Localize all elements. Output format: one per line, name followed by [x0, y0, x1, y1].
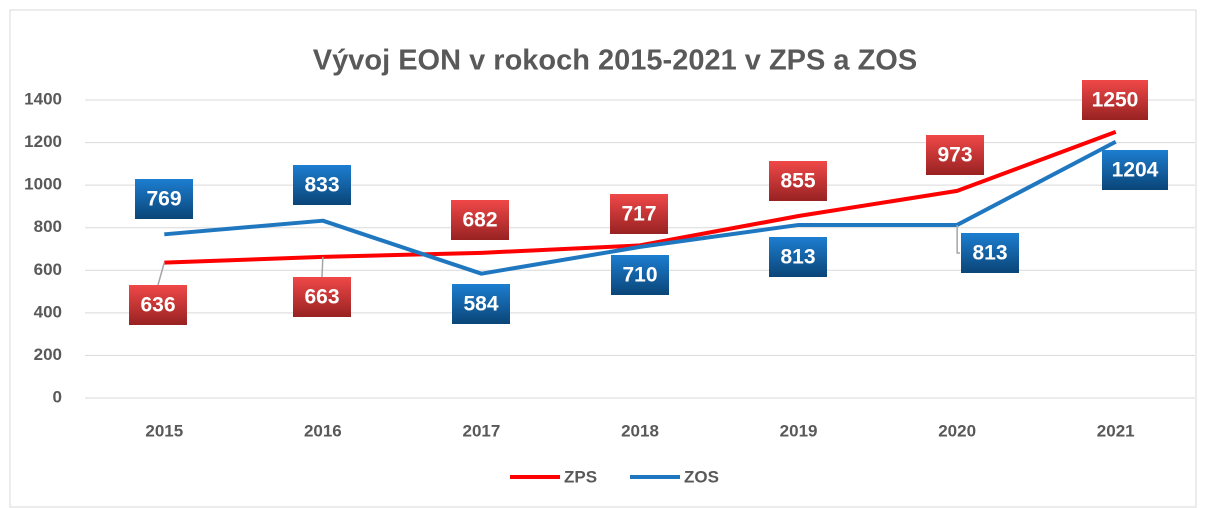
chart-title: Vývoj EON v rokoch 2015-2021 v ZPS a ZOS: [313, 45, 917, 77]
x-tick-label: 2017: [463, 421, 501, 440]
leader-line: [321, 256, 324, 278]
data-label: 663: [304, 286, 339, 309]
data-label: 710: [622, 264, 657, 287]
data-label-box: [926, 135, 984, 175]
y-tick-label: 600: [34, 260, 62, 279]
data-label: 855: [780, 170, 815, 193]
data-label-box: [610, 194, 668, 234]
data-label-box: [1082, 80, 1148, 120]
x-tick-label: 2015: [145, 421, 183, 440]
legend-label: ZOS: [684, 467, 719, 486]
data-label: 717: [621, 203, 656, 226]
x-tick-label: 2021: [1097, 421, 1135, 440]
x-tick-label: 2019: [780, 421, 818, 440]
data-label-box: [293, 165, 351, 205]
y-tick-label: 400: [34, 302, 62, 321]
data-label: 1204: [1112, 159, 1159, 182]
data-label: 813: [780, 246, 815, 269]
y-tick-label: 0: [53, 387, 62, 406]
data-label-box: [293, 277, 351, 317]
data-label-box: [961, 233, 1019, 273]
data-label: 584: [463, 293, 498, 316]
data-label: 973: [937, 144, 972, 167]
data-label: 769: [146, 188, 181, 211]
data-label-box: [769, 237, 827, 277]
leader-line: [157, 262, 166, 286]
y-tick-label: 1200: [24, 132, 62, 151]
data-label-box: [451, 200, 509, 240]
data-label: 682: [462, 209, 497, 232]
series-line: [164, 139, 1117, 276]
data-label-box: [1102, 150, 1168, 190]
y-tick-label: 1000: [24, 175, 62, 194]
data-label: 1250: [1092, 89, 1139, 112]
data-label: 813: [972, 242, 1007, 265]
y-tick-label: 200: [34, 345, 62, 364]
leader-line: [956, 224, 960, 254]
x-tick-label: 2020: [938, 421, 976, 440]
legend-label: ZPS: [564, 467, 597, 486]
x-tick-label: 2016: [304, 421, 342, 440]
data-label-box: [135, 179, 193, 219]
x-tick-label: 2018: [621, 421, 659, 440]
data-label-box: [129, 285, 187, 325]
data-label-box: [769, 161, 827, 201]
y-tick-label: 1400: [24, 89, 62, 108]
data-label-box: [452, 284, 510, 324]
y-tick-label: 800: [34, 217, 62, 236]
data-label: 636: [140, 294, 175, 317]
data-label-box: [611, 255, 669, 295]
data-label: 833: [304, 174, 339, 197]
